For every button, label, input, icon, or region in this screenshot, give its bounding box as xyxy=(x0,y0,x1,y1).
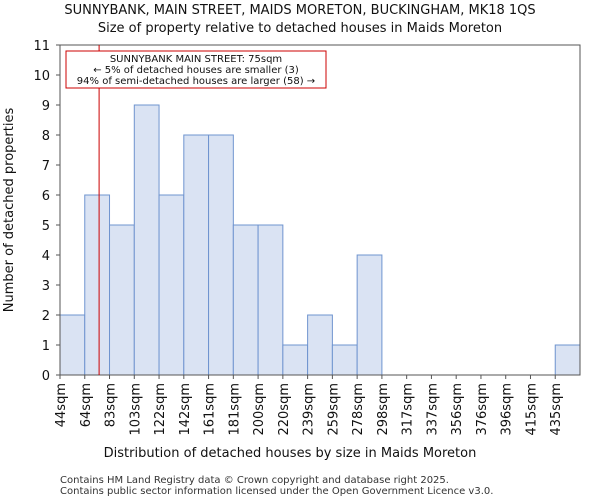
y-tick-label: 7 xyxy=(42,159,50,174)
y-tick-label: 9 xyxy=(42,99,50,114)
x-tick-label: 200sqm xyxy=(252,383,267,436)
y-tick-label: 2 xyxy=(42,309,50,324)
bar-142sqm xyxy=(183,134,210,376)
bar-200sqm xyxy=(257,224,284,376)
x-tick-label: 278sqm xyxy=(351,383,366,436)
bar-103sqm xyxy=(133,104,160,376)
x-tick-label: 317sqm xyxy=(401,383,416,436)
bar-122sqm xyxy=(158,194,185,376)
y-tick-label: 1 xyxy=(42,339,50,354)
y-tick-label: 8 xyxy=(42,129,50,144)
x-tick-label: 396sqm xyxy=(500,383,515,436)
bar-239sqm xyxy=(307,314,333,376)
x-tick-label: 103sqm xyxy=(128,383,143,436)
x-tick-label: 83sqm xyxy=(104,383,119,427)
chart-title: SUNNYBANK, MAIN STREET, MAIDS MORETON, B… xyxy=(64,3,535,18)
x-tick-label: 356sqm xyxy=(450,383,465,436)
footer-line-2: Contains public sector information licen… xyxy=(60,486,493,497)
bar-181sqm xyxy=(232,224,259,376)
x-tick-label: 161sqm xyxy=(203,383,218,436)
bar-44sqm xyxy=(59,314,86,376)
y-axis-label: Number of detached properties xyxy=(2,108,17,313)
y-tick-label: 5 xyxy=(42,219,50,234)
x-tick-label: 376sqm xyxy=(475,383,490,436)
y-tick-label: 3 xyxy=(42,279,50,294)
x-tick-label: 259sqm xyxy=(326,383,341,436)
bar-278sqm xyxy=(356,254,383,376)
bar-64sqm xyxy=(84,194,111,376)
x-axis-label: Distribution of detached houses by size … xyxy=(104,446,477,461)
x-tick-label: 220sqm xyxy=(277,383,292,436)
y-tick-label: 11 xyxy=(33,39,50,54)
bars-layer xyxy=(59,104,581,376)
annotation-line-1: SUNNYBANK MAIN STREET: 75sqm xyxy=(110,54,282,65)
chart-subtitle: Size of property relative to detached ho… xyxy=(98,21,502,36)
x-tick-label: 435sqm xyxy=(549,383,564,436)
annotation-line-2: ← 5% of detached houses are smaller (3) xyxy=(93,65,299,76)
bar-259sqm xyxy=(331,344,358,376)
bar-83sqm xyxy=(109,224,135,376)
x-tick-label: 239sqm xyxy=(302,383,317,436)
x-tick-label: 64sqm xyxy=(79,383,94,427)
y-tick-label: 0 xyxy=(42,369,50,384)
bar-435sqm xyxy=(554,344,581,376)
y-tick-label: 10 xyxy=(33,69,50,84)
x-tick-label: 337sqm xyxy=(425,383,440,436)
x-tick-label: 415sqm xyxy=(524,383,539,436)
bar-220sqm xyxy=(282,344,309,376)
x-tick-label: 298sqm xyxy=(376,383,391,436)
x-tick-label: 142sqm xyxy=(178,383,193,436)
annotation-frame xyxy=(65,50,327,89)
x-tick-label: 181sqm xyxy=(227,383,242,436)
x-tick-label: 122sqm xyxy=(153,383,168,436)
y-tick-label: 6 xyxy=(42,189,50,204)
annotation-box: SUNNYBANK MAIN STREET: 75sqm ← 5% of det… xyxy=(65,50,327,89)
plot-frame xyxy=(59,44,581,376)
footer-line-1: Contains HM Land Registry data © Crown c… xyxy=(60,475,449,486)
x-ticks: 44sqm 64sqm 83sqm 103sqm 122sqm 142sqm 161sqm 1… xyxy=(54,375,564,436)
y-ticks: 0 1 2 3 4 5 6 7 8 9 10 11 xyxy=(33,39,60,384)
annotation-line-3: 94% of semi-detached houses are larger (… xyxy=(77,76,315,87)
x-tick-label: 44sqm xyxy=(54,383,69,427)
bar-161sqm xyxy=(208,134,234,376)
y-tick-label: 4 xyxy=(42,249,50,264)
